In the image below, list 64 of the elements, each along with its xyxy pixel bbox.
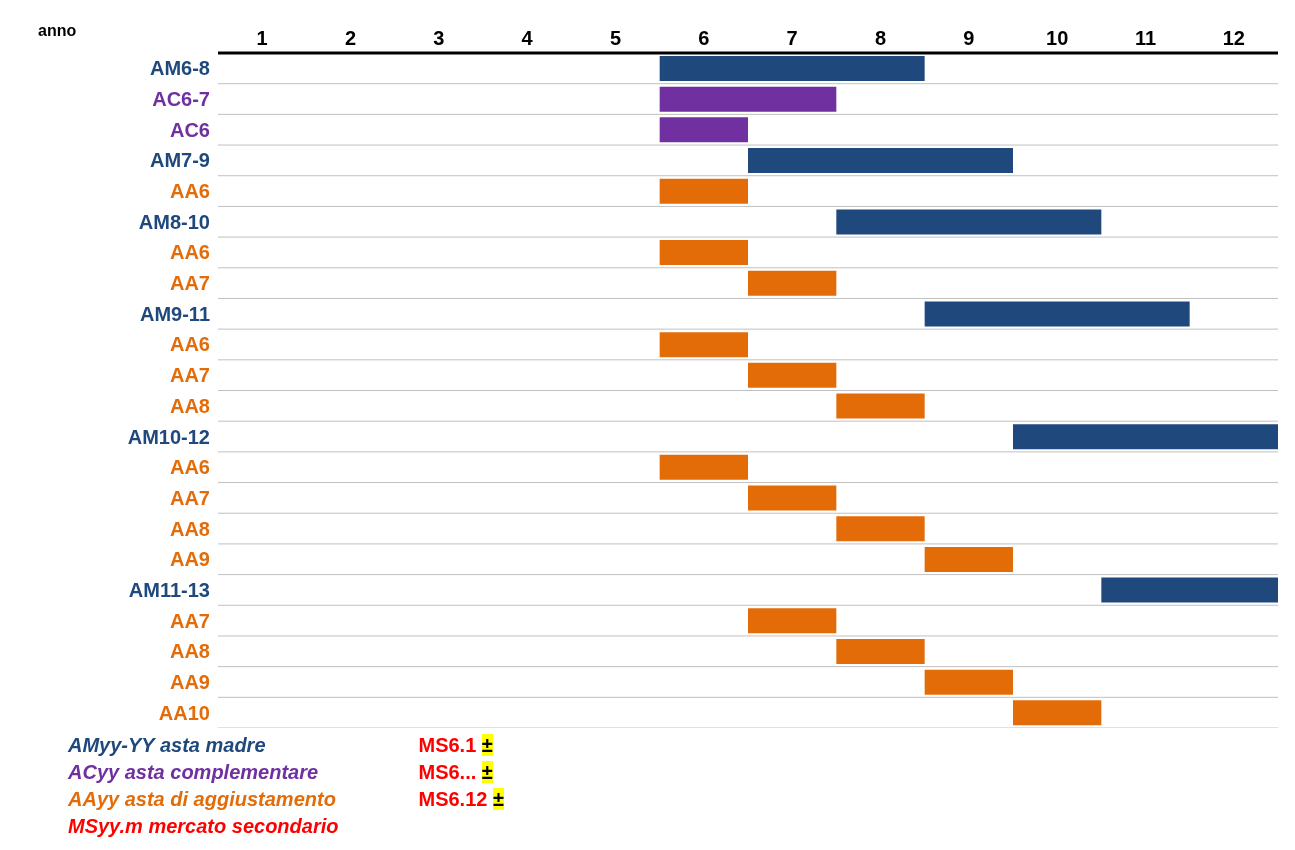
x-tick-label: 1 <box>256 27 268 49</box>
bar <box>1013 700 1102 726</box>
y-tick-label: AA8 <box>169 394 210 417</box>
y-tick-label: AA8 <box>169 517 210 540</box>
bar <box>1101 577 1278 603</box>
x-tick-label: 4 <box>521 27 534 49</box>
text: AMyy-YY asta madre <box>68 733 267 758</box>
y-tick-label: AA9 <box>169 548 210 571</box>
y-tick-label: AC6-7 <box>152 88 210 111</box>
y-tick-label: AM8-10 <box>138 210 210 233</box>
x-tick-label: 11 <box>1134 27 1157 49</box>
y-tick-label: AM11-13 <box>128 578 210 601</box>
y-tick-label: AA6 <box>169 333 210 356</box>
bar <box>836 209 1102 235</box>
x-tick-label: 10 <box>1046 27 1069 49</box>
text: MS6... ± <box>418 760 494 785</box>
y-tick-label: AA7 <box>169 272 210 295</box>
y-tick-label: AC6 <box>169 118 210 141</box>
x-tick-label: 6 <box>698 27 710 49</box>
y-tick-label: AA9 <box>169 670 210 693</box>
bar <box>748 362 837 388</box>
x-axis-title: anno <box>38 22 77 40</box>
bar <box>924 669 1013 695</box>
bar <box>659 56 925 81</box>
text: AAyy asta di aggiustamento <box>68 787 337 812</box>
y-tick-label: AA6 <box>169 180 210 203</box>
x-tick-label: 7 <box>786 27 798 49</box>
x-tick-label: 12 <box>1222 27 1245 49</box>
text: ACyy asta complementare <box>68 760 320 785</box>
y-tick-label: AA7 <box>169 364 210 387</box>
y-tick-label: AA10 <box>158 701 210 724</box>
bar <box>748 608 837 634</box>
y-tick-label: AA7 <box>169 486 210 509</box>
y-tick-label: AA6 <box>169 241 210 264</box>
bar <box>836 516 925 542</box>
y-tick-label: AM7-9 <box>149 149 210 172</box>
bar <box>659 86 837 112</box>
bar <box>924 546 1013 572</box>
x-tick-label: 5 <box>609 27 622 49</box>
x-tick-label: 9 <box>963 27 975 49</box>
bar <box>659 454 748 480</box>
bar <box>659 332 748 358</box>
text: MS6.12 ± <box>418 787 504 812</box>
y-tick-label: AM9-11 <box>139 302 210 325</box>
y-tick-label: AM10-12 <box>127 425 210 448</box>
bar <box>836 638 925 664</box>
x-tick-label: 2 <box>344 27 357 49</box>
bar <box>1013 424 1278 450</box>
bar <box>659 117 748 143</box>
bar <box>748 485 837 511</box>
x-tick-label: 8 <box>874 27 887 49</box>
bar <box>748 270 837 296</box>
y-tick-label: AA7 <box>169 609 210 632</box>
y-tick-label: AA6 <box>169 456 210 479</box>
x-tick-label: 3 <box>433 27 445 49</box>
bar <box>659 178 748 204</box>
bar <box>836 393 925 419</box>
y-tick-label: AA8 <box>169 640 210 663</box>
legend-label: MSyy.m mercato secondario <box>68 814 339 839</box>
text: MS6.1 ± <box>418 733 494 758</box>
bar <box>748 148 1013 174</box>
bar <box>924 301 1190 327</box>
y-tick-label: AM6-8 <box>149 57 210 80</box>
bar <box>659 240 748 266</box>
